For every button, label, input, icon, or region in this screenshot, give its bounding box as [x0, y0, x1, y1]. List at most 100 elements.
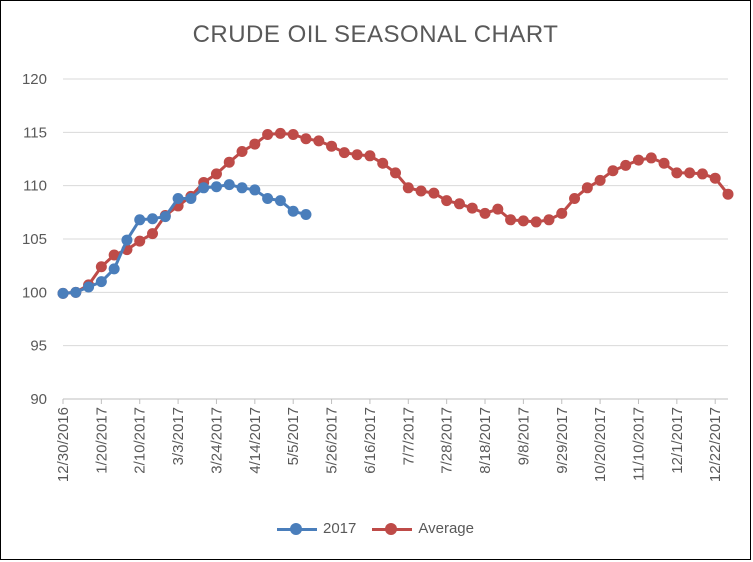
x-tick-label: 5/5/2017 — [285, 407, 302, 465]
data-point-2017 — [262, 192, 274, 204]
data-point-2017 — [249, 184, 261, 196]
chart-legend: 2017 Average — [1, 520, 750, 537]
x-tick-label: 9/8/2017 — [515, 407, 532, 465]
x-tick-label: 7/28/2017 — [439, 407, 456, 474]
data-point-average — [453, 198, 465, 210]
data-point-2017 — [70, 286, 82, 298]
data-point-2017 — [147, 213, 159, 225]
data-point-average — [645, 152, 657, 164]
data-point-2017 — [210, 181, 222, 193]
x-tick-label: 12/1/2017 — [669, 407, 686, 474]
legend-label-average: Average — [418, 520, 474, 537]
legend-label-2017: 2017 — [323, 520, 357, 537]
data-point-average — [364, 150, 376, 162]
data-point-average — [95, 261, 107, 273]
data-point-2017 — [159, 211, 171, 223]
x-tick-label: 2/10/2017 — [132, 407, 149, 474]
data-point-average — [556, 207, 568, 219]
data-point-2017 — [300, 208, 312, 220]
data-point-average — [607, 165, 619, 177]
data-point-average — [147, 228, 159, 240]
data-point-average — [671, 167, 683, 179]
y-tick-label: 95 — [30, 338, 47, 355]
data-point-average — [262, 128, 274, 140]
data-point-2017 — [95, 276, 107, 288]
data-point-average — [620, 159, 632, 171]
y-tick-label: 115 — [23, 124, 47, 141]
legend-item-2017: 2017 — [277, 520, 356, 537]
data-point-average — [722, 188, 734, 200]
data-point-2017 — [83, 281, 95, 293]
data-point-average — [249, 138, 261, 150]
data-point-2017 — [108, 263, 120, 275]
data-point-average — [505, 214, 517, 226]
data-point-average — [236, 146, 248, 158]
chart-title: CRUDE OIL SEASONAL CHART — [192, 21, 559, 48]
x-tick-label: 7/7/2017 — [400, 407, 417, 465]
data-point-average — [530, 216, 542, 228]
data-point-average — [274, 127, 286, 139]
data-point-2017 — [57, 287, 69, 299]
data-point-average — [338, 147, 350, 159]
x-tick-label: 10/20/2017 — [592, 407, 609, 482]
legend-marker-2017 — [290, 522, 302, 535]
y-tick-label: 90 — [30, 391, 47, 408]
data-point-average — [326, 140, 338, 152]
data-point-average — [300, 133, 312, 145]
y-tick-label: 110 — [23, 178, 47, 195]
data-point-average — [134, 235, 146, 247]
data-point-average — [351, 149, 363, 161]
data-point-average — [223, 156, 235, 168]
legend-swatch-average — [372, 522, 413, 536]
legend-marker-average — [385, 522, 398, 535]
y-tick-label: 105 — [22, 231, 47, 248]
data-point-2017 — [134, 214, 146, 226]
data-point-average — [696, 168, 708, 180]
data-point-2017 — [287, 205, 299, 217]
data-point-average — [377, 157, 389, 169]
legend-swatch-2017 — [277, 522, 317, 536]
data-point-average — [479, 207, 491, 219]
data-point-average — [466, 202, 478, 214]
x-tick-label: 6/16/2017 — [362, 407, 379, 474]
x-tick-label: 12/22/2017 — [707, 407, 724, 482]
y-tick-label: 120 — [22, 71, 47, 88]
y-tick-label: 100 — [22, 284, 47, 301]
data-point-average — [543, 214, 555, 226]
x-tick-label: 11/10/2017 — [630, 407, 647, 481]
data-point-2017 — [274, 195, 286, 207]
data-point-average — [415, 185, 427, 197]
data-point-average — [594, 174, 606, 186]
data-point-average — [210, 168, 222, 180]
data-point-average — [390, 167, 401, 179]
data-point-2017 — [236, 182, 248, 194]
x-tick-label: 12/30/2016 — [55, 407, 72, 482]
data-point-2017 — [223, 179, 235, 191]
data-point-average — [684, 167, 696, 179]
data-point-average — [441, 195, 453, 207]
data-point-average — [402, 182, 414, 194]
data-point-average — [517, 215, 529, 227]
x-tick-label: 8/18/2017 — [477, 407, 494, 474]
data-point-average — [581, 182, 593, 194]
data-point-average — [709, 172, 721, 184]
x-tick-label: 5/26/2017 — [324, 407, 341, 474]
data-point-average — [658, 157, 670, 169]
x-tick-label: 3/3/2017 — [170, 407, 187, 465]
data-point-average — [313, 135, 325, 147]
legend-item-average: Average — [372, 520, 474, 537]
data-point-average — [428, 187, 440, 199]
data-point-average — [108, 249, 120, 261]
data-point-average — [287, 128, 299, 140]
data-point-2017 — [198, 182, 210, 194]
data-point-2017 — [121, 234, 133, 246]
data-point-average — [492, 203, 504, 215]
x-tick-label: 9/29/2017 — [554, 407, 571, 474]
data-point-average — [569, 192, 581, 204]
data-point-average — [632, 154, 644, 166]
data-point-2017 — [185, 192, 197, 204]
x-tick-label: 3/24/2017 — [208, 407, 225, 474]
x-tick-label: 4/14/2017 — [247, 407, 264, 474]
